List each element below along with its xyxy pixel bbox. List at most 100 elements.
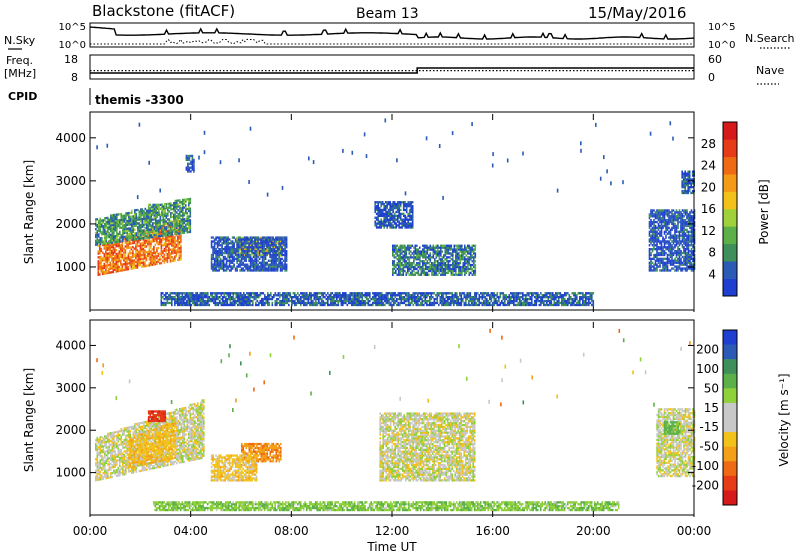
power-cell-1 [122,214,124,218]
power-cell-7 [471,248,474,251]
power-cell-4 [266,263,268,266]
power-cell-4 [239,238,241,241]
power-cell-7 [468,246,471,249]
power-cell-4 [216,265,219,268]
power-cell-10 [246,301,248,305]
power-cell-4 [237,263,240,266]
power-cell-4 [249,265,252,268]
power-cell-0 [106,244,109,248]
power-cell-0 [156,235,158,238]
power-cell-1 [188,225,190,228]
power-cell-7 [425,254,427,257]
power-cell-1 [180,222,183,225]
power-cell-1 [146,230,148,234]
power-cell-8 [669,269,672,272]
power-cell-8 [687,217,690,220]
power-cell-7 [446,258,448,261]
power-cell-1 [131,211,133,214]
power-cell-0 [147,252,149,256]
power-cell-8 [677,269,679,272]
power-cell-7 [465,271,468,275]
power-cell-10 [178,294,181,297]
power-cell-7 [423,260,426,263]
power-cell-4 [261,240,264,243]
power-cell-1 [156,231,159,234]
power-cell-10 [204,296,206,299]
power-cell-10 [267,296,269,299]
power-cell-4 [218,261,220,264]
power-cell-1 [107,216,109,220]
power-cell-4 [272,265,274,268]
power-cell-0 [100,271,103,274]
power-cell-8 [684,224,687,228]
power-cell-0 [174,238,176,241]
power-cell-4 [267,265,270,268]
power-cell-9 [682,172,685,175]
power-cell-8 [660,220,663,224]
power-cell-4 [222,238,225,241]
power-cell-8 [671,228,673,231]
power-cell-10 [198,303,200,307]
power-cell-0 [163,247,166,251]
power-cell-4 [249,259,252,262]
power-cell-7 [407,265,409,269]
power-cell-4 [243,238,246,241]
power-cell-8 [657,232,660,235]
power-cell-4 [269,236,271,239]
power-cell-1 [147,228,150,232]
power-cell-7 [461,271,463,275]
power-cell-6 [408,216,411,219]
power-cell-6 [407,224,409,227]
power-cell-8 [650,215,652,218]
power-cell-7 [429,248,432,251]
power-cell-1 [99,223,102,226]
power-cell-8 [665,224,667,228]
power-cell-10 [226,301,229,305]
power-cell-7 [446,260,448,263]
power-cell-1 [99,225,102,228]
power-cell-1 [134,213,136,216]
power-cell-4 [278,248,280,251]
power-cell-10 [223,294,226,297]
power-cell-0 [112,247,115,250]
power-cell-6 [407,203,409,206]
power-cell-0 [138,262,140,265]
power-cell-1 [101,240,103,244]
power-cell-0 [133,265,136,268]
power-cell-2 [155,213,157,216]
power-cell-4 [266,267,268,270]
power-cell-2 [149,211,151,214]
power-cell-1 [150,234,153,237]
power-cell-1 [134,220,136,224]
power-cell-1 [164,226,166,229]
power-cell-6 [402,224,405,227]
power-cell-4 [236,242,238,245]
power-cell-0 [126,262,128,265]
power-cell-1 [131,223,133,226]
power-cell-4 [276,238,279,241]
power-cell-3 [260,248,262,251]
power-cell-6 [407,226,409,229]
power-cell-4 [227,251,229,255]
power-cell-1 [185,225,187,228]
power-cell-10 [190,296,193,299]
power-cell-0 [136,245,139,248]
power-cell-8 [672,263,675,266]
power-cell-7 [392,267,394,271]
power-cell-0 [102,257,104,260]
power-cell-8 [669,263,672,266]
power-cell-6 [411,216,414,219]
power-cell-0 [178,229,181,232]
power-cell-4 [234,251,237,255]
power-cell-7 [405,263,408,267]
power-cell-7 [437,252,439,255]
power-cell-4 [284,238,286,241]
power-cell-8 [687,232,690,235]
power-cell-0 [162,244,164,247]
power-cell-4 [284,265,286,268]
power-cell-7 [452,273,454,276]
power-cell-1 [134,215,136,218]
power-cell-0 [97,262,100,265]
power-cell-7 [449,244,451,247]
power-cell-6 [404,220,406,223]
